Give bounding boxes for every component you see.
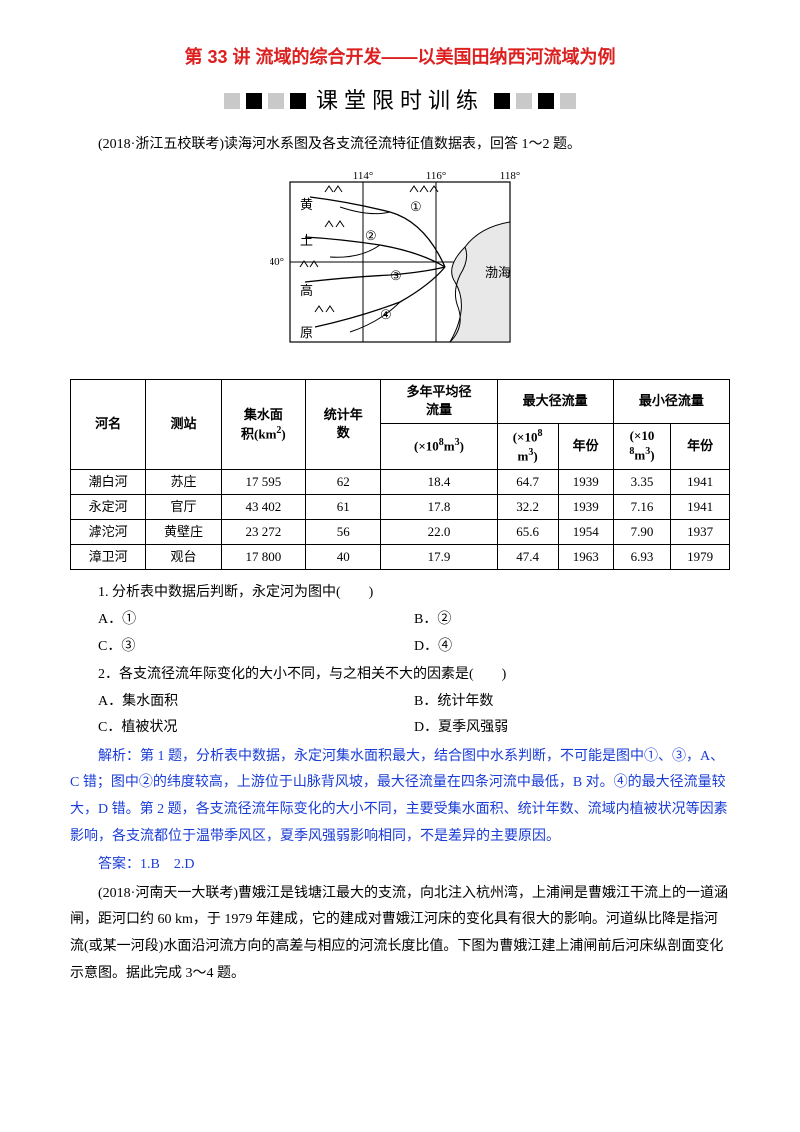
map-svg: 114° 116° 118° 40° 渤海 黄 土 高 原 ① ② ③: [270, 167, 530, 357]
svg-text:118°: 118°: [500, 170, 521, 182]
q2-opt-d: D．夏季风强弱: [414, 715, 730, 742]
th-min-val: (×108m3): [613, 423, 670, 469]
q1-options: A．① B．② C．③ D．④: [98, 607, 730, 660]
th-min-year: 年份: [671, 423, 730, 469]
svg-text:④: ④: [380, 307, 392, 322]
svg-text:黄: 黄: [300, 197, 313, 212]
table-body: 潮白河苏庄 17 59562 18.464.7 19393.35 1941 永定…: [71, 469, 730, 570]
th-max: 最大径流量: [497, 380, 613, 423]
th-avg: 多年平均径流量: [381, 380, 497, 423]
page-title: 第 33 讲 流域的综合开发——以美国田纳西河流域为例: [70, 40, 730, 74]
svg-text:渤海: 渤海: [485, 265, 511, 280]
svg-text:①: ①: [410, 199, 422, 214]
q1-opt-d: D．④: [414, 634, 730, 661]
th-min: 最小径流量: [613, 380, 729, 423]
q1-opt-c: C．③: [98, 634, 414, 661]
intro-text: (2018·浙江五校联考)读海河水系图及各支流径流特征值数据表，回答 1～2 题…: [70, 132, 730, 159]
answer: 答案：1.B 2.D: [70, 852, 730, 879]
th-station: 测站: [146, 380, 221, 469]
paragraph-2: (2018·河南天一大联考)曹娥江是钱塘江最大的支流，向北注入杭州湾，上浦闸是曹…: [70, 881, 730, 987]
map-figure: 114° 116° 118° 40° 渤海 黄 土 高 原 ① ② ③: [70, 167, 730, 368]
th-river: 河名: [71, 380, 146, 469]
svg-text:高: 高: [300, 283, 313, 298]
q2-options: A．集水面积 B．统计年数 C．植被状况 D．夏季风强弱: [98, 689, 730, 742]
data-table: 河名 测站 集水面积(km2) 统计年数 多年平均径流量 最大径流量 最小径流量…: [70, 379, 730, 570]
table-row: 滹沱河黄壁庄 23 27256 22.065.6 19547.90 1937: [71, 519, 730, 544]
section-banner: 课堂限时训练: [70, 80, 730, 122]
th-years: 统计年数: [306, 380, 381, 469]
svg-text:114°: 114°: [353, 170, 374, 182]
q1-opt-b: B．②: [414, 607, 730, 634]
th-max-val: (×108m3): [497, 423, 558, 469]
explanation: 解析：第 1 题，分析表中数据，永定河集水面积最大，结合图中水系判断，不可能是图…: [70, 744, 730, 850]
th-max-year: 年份: [558, 423, 613, 469]
q2-opt-a: A．集水面积: [98, 689, 414, 716]
th-area: 集水面积(km2): [221, 380, 305, 469]
table-row: 潮白河苏庄 17 59562 18.464.7 19393.35 1941: [71, 469, 730, 494]
svg-text:原: 原: [300, 325, 313, 340]
q1-stem: 1. 分析表中数据后判断，永定河为图中( ): [70, 580, 730, 607]
q2-stem: 2．各支流径流年际变化的大小不同，与之相关不大的因素是( ): [70, 662, 730, 689]
th-avg-unit: (×108m3): [381, 423, 497, 469]
banner-text: 课堂限时训练: [316, 80, 484, 122]
svg-text:40°: 40°: [270, 256, 284, 268]
svg-text:③: ③: [390, 268, 402, 283]
q2-opt-c: C．植被状况: [98, 715, 414, 742]
table-row: 漳卫河观台 17 80040 17.947.4 19636.93 1979: [71, 545, 730, 570]
svg-text:②: ②: [365, 228, 377, 243]
table-row: 永定河官厅 43 40261 17.832.2 19397.16 1941: [71, 494, 730, 519]
svg-text:土: 土: [300, 233, 313, 248]
q2-opt-b: B．统计年数: [414, 689, 730, 716]
q1-opt-a: A．①: [98, 607, 414, 634]
svg-text:116°: 116°: [426, 170, 447, 182]
